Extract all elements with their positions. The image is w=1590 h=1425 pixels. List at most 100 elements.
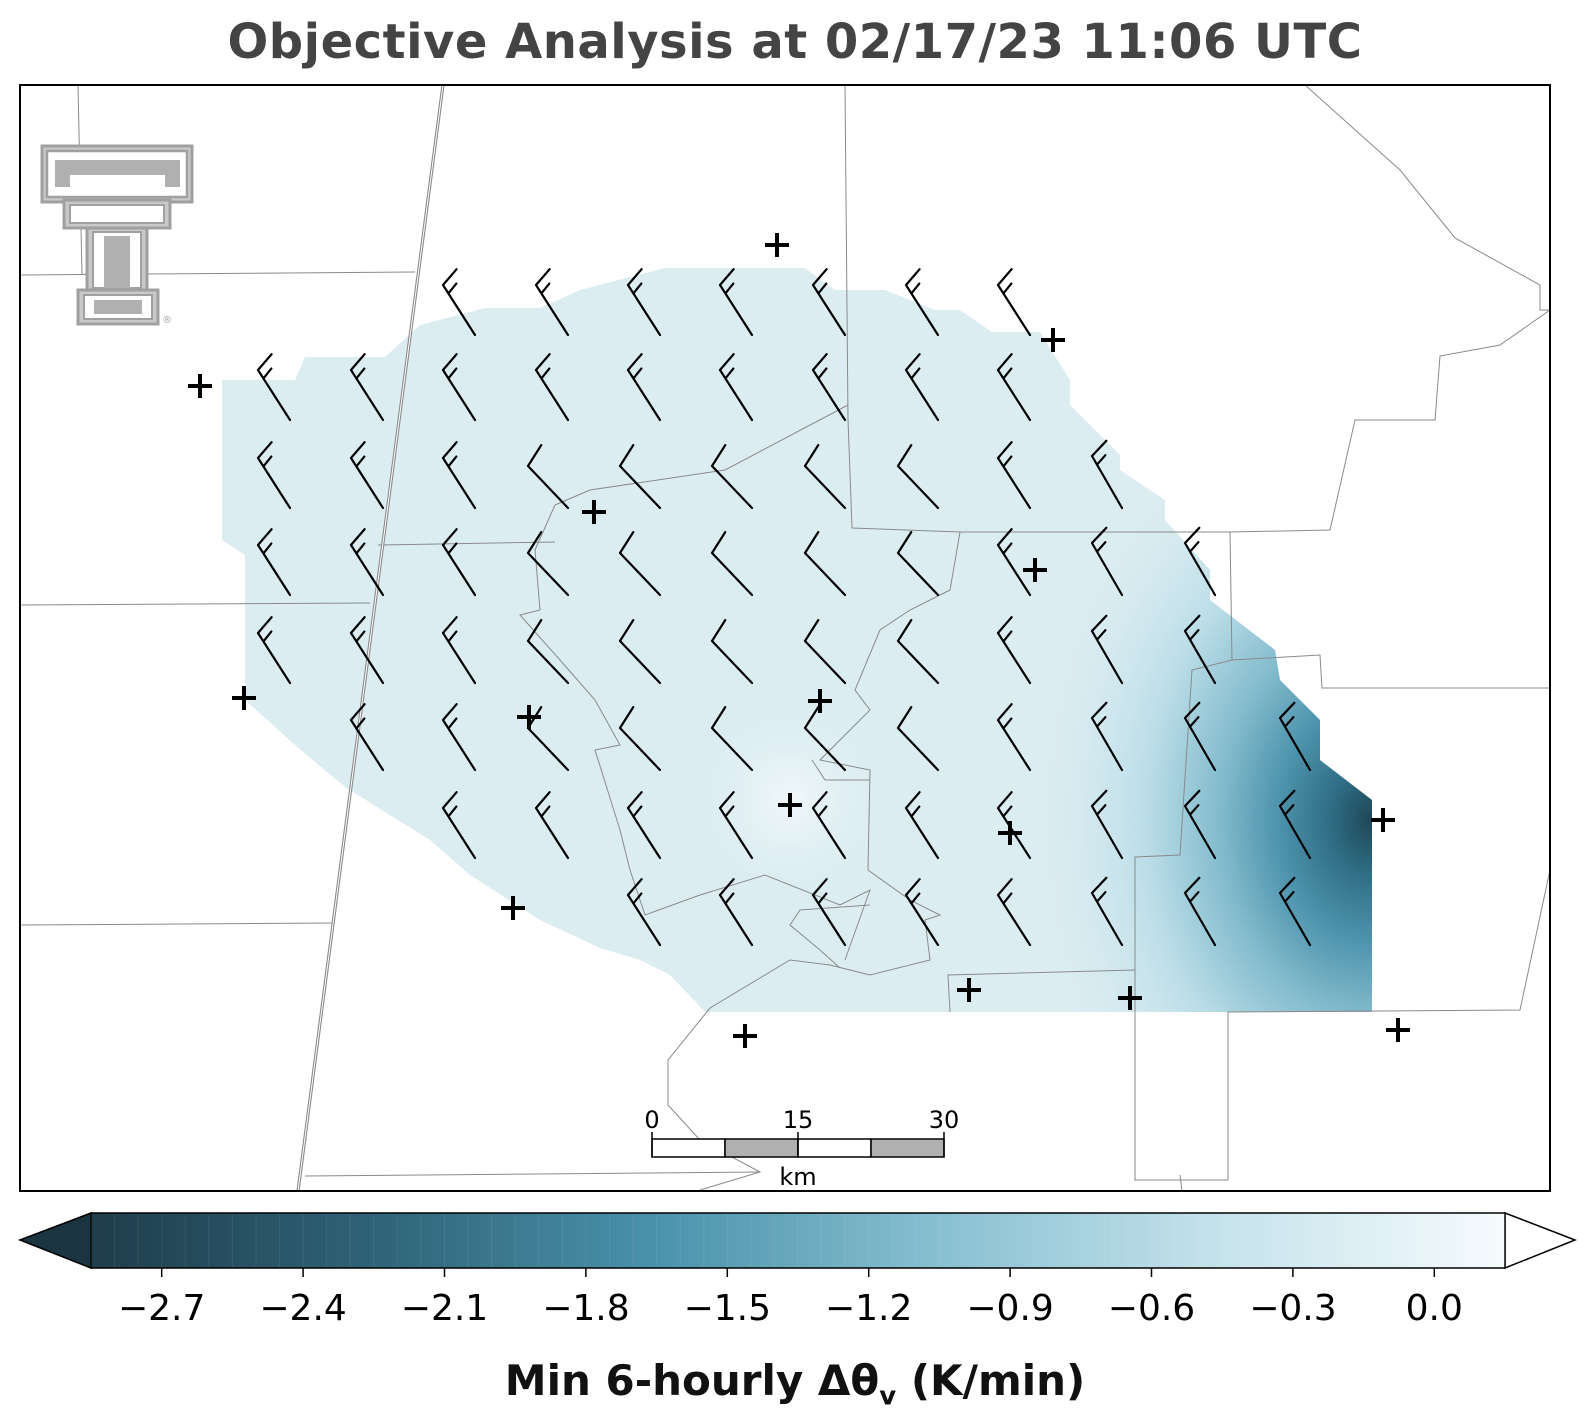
station-marker <box>582 500 606 524</box>
wind-barb <box>526 531 570 597</box>
map-frame <box>19 84 1551 1192</box>
wind-barb <box>803 444 847 510</box>
wind-barb <box>1090 439 1124 510</box>
wind-barb <box>811 878 847 947</box>
colorbar-label-text: Min 6-hourly Δθ <box>504 1356 880 1405</box>
wind-barb <box>803 531 847 597</box>
wind-barb <box>626 353 662 422</box>
wind-barb <box>1278 701 1312 772</box>
wind-barb <box>534 353 570 422</box>
scale-unit: km <box>779 1163 816 1191</box>
wind-barb <box>1183 614 1217 685</box>
wind-barb <box>1090 614 1124 685</box>
station-marker <box>188 374 212 398</box>
wind-barb <box>896 444 940 510</box>
station-marker <box>1023 558 1047 582</box>
wind-barb <box>626 268 662 337</box>
wind-barb <box>904 268 940 337</box>
wind-barb <box>349 528 385 597</box>
wind-barb <box>349 616 385 685</box>
wind-barb <box>710 531 754 597</box>
wind-barb <box>904 878 940 947</box>
wind-barb <box>618 706 662 772</box>
wind-barb <box>718 353 754 422</box>
station-marker <box>1371 808 1395 832</box>
wind-barb <box>1090 701 1124 772</box>
scale-bar <box>651 1132 945 1158</box>
wind-barb <box>441 441 477 510</box>
station-marker <box>517 705 541 729</box>
station-markers <box>188 233 1410 1048</box>
wind-barb <box>618 531 662 597</box>
wind-barb <box>626 791 662 860</box>
wind-barb <box>441 703 477 772</box>
wind-barb <box>803 619 847 685</box>
wind-barb <box>618 619 662 685</box>
wind-barb <box>1183 701 1217 772</box>
wind-barb <box>710 444 754 510</box>
wind-barb <box>256 528 292 597</box>
wind-barb <box>996 353 1032 422</box>
scale-tick-0: 0 <box>644 1106 659 1134</box>
wind-barb <box>718 791 754 860</box>
station-marker <box>733 1024 757 1048</box>
wind-barb <box>1183 526 1217 597</box>
wind-barb <box>811 353 847 422</box>
wind-barb <box>1183 789 1217 860</box>
wind-barb <box>718 878 754 947</box>
scale-tick-15: 15 <box>783 1106 814 1134</box>
wind-barb <box>710 706 754 772</box>
wind-barb <box>996 616 1032 685</box>
map-title: Objective Analysis at 02/17/23 11:06 UTC <box>227 14 1363 70</box>
wind-barb <box>718 268 754 337</box>
wind-barb <box>441 616 477 685</box>
colorbar-label: Min 6-hourly Δθv (K/min) <box>0 1356 1590 1411</box>
wind-barb <box>441 353 477 422</box>
station-marker <box>501 896 525 920</box>
wind-barb <box>256 353 292 422</box>
wind-barb <box>256 616 292 685</box>
scale-tick-30: 30 <box>929 1106 960 1134</box>
station-marker <box>957 978 981 1002</box>
wind-barb <box>1090 526 1124 597</box>
wind-barb <box>904 791 940 860</box>
colorbar-label-units: (K/min) <box>910 1356 1086 1405</box>
colorbar-label-sub: v <box>879 1381 897 1412</box>
wind-barb <box>256 441 292 510</box>
wind-barb <box>811 268 847 337</box>
station-marker <box>1386 1018 1410 1042</box>
wind-barb <box>1278 789 1312 860</box>
station-marker <box>1118 986 1142 1010</box>
logo-registered-mark: ® <box>162 315 172 326</box>
wind-barb <box>534 791 570 860</box>
station-marker <box>765 233 789 257</box>
wind-barb <box>996 703 1032 772</box>
wind-barb <box>349 703 385 772</box>
wind-barb <box>349 441 385 510</box>
wind-barb <box>441 528 477 597</box>
wind-barbs <box>256 268 1312 947</box>
wind-barb <box>534 268 570 337</box>
wind-barb <box>710 619 754 685</box>
wind-barb <box>1090 876 1124 947</box>
wind-barb <box>803 706 847 772</box>
wind-barb <box>811 791 847 860</box>
texas-tech-logo <box>40 144 194 326</box>
wind-barb <box>441 791 477 860</box>
wind-barb <box>896 619 940 685</box>
analysis-field <box>222 268 1372 1012</box>
wind-barb <box>996 441 1032 510</box>
wind-barb <box>896 706 940 772</box>
wind-barb <box>1183 876 1217 947</box>
station-marker <box>232 686 256 710</box>
station-marker <box>778 793 802 817</box>
wind-barb <box>526 444 570 510</box>
station-marker <box>808 689 832 713</box>
wind-barb <box>618 444 662 510</box>
wind-barb <box>896 531 940 597</box>
wind-barb <box>996 878 1032 947</box>
wind-barb <box>441 268 477 337</box>
wind-barb <box>1090 789 1124 860</box>
wind-barb <box>526 619 570 685</box>
